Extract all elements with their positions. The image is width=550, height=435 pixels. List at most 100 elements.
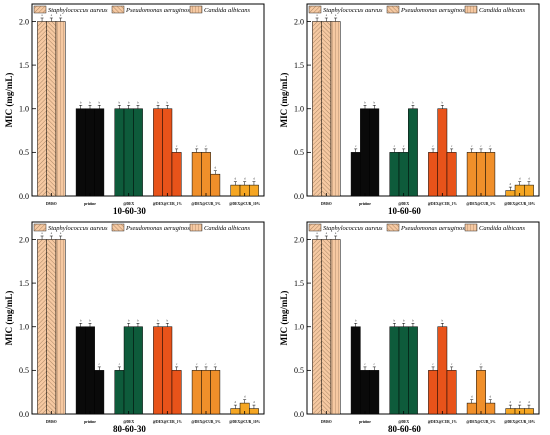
significance-label: d bbox=[510, 401, 512, 404]
y-tick-label: 0.5 bbox=[294, 366, 304, 375]
x-tick-label: @DEX@CUR_1% bbox=[428, 202, 458, 206]
significance-label: a bbox=[41, 14, 43, 17]
significance-label: b bbox=[137, 319, 139, 322]
bar bbox=[94, 370, 105, 415]
bar bbox=[408, 108, 418, 197]
significance-label: c bbox=[374, 363, 376, 366]
significance-label: a bbox=[51, 14, 53, 17]
y-tick-label: 0.0 bbox=[294, 192, 304, 201]
bar bbox=[466, 402, 477, 415]
bar bbox=[446, 370, 457, 415]
legend-label: Pseudomonas aeruginosa bbox=[125, 7, 193, 14]
bar bbox=[249, 408, 259, 415]
bar bbox=[524, 408, 534, 415]
legend-swatch-hatch bbox=[309, 6, 321, 13]
bar bbox=[485, 402, 496, 415]
significance-label: b bbox=[442, 101, 444, 104]
panel-80-60-60: 0.0 0.5 1.0 1.5 2.0 MIC (mg/mL) a a a DMSO b c c pris… bbox=[279, 221, 540, 434]
significance-label: c bbox=[196, 363, 198, 366]
x-tick-label: pristine bbox=[84, 420, 96, 424]
significance-label: d bbox=[235, 401, 237, 404]
significance-label: c bbox=[355, 145, 357, 148]
significance-label: c bbox=[480, 363, 482, 366]
legend-swatch-hatch bbox=[465, 6, 477, 13]
bar bbox=[133, 108, 143, 197]
bar bbox=[153, 326, 163, 415]
x-tick-label: DMSO bbox=[321, 202, 332, 206]
significance-label: b bbox=[412, 319, 414, 322]
bar bbox=[398, 152, 409, 197]
bar bbox=[428, 152, 438, 197]
legend-label: Pseudomonas aeruginosa bbox=[400, 7, 468, 14]
significance-label: b bbox=[119, 101, 121, 104]
legend-label: Staphylococcus aureus bbox=[323, 225, 383, 232]
significance-label: a bbox=[51, 232, 53, 235]
bar bbox=[230, 408, 241, 415]
significance-label: b bbox=[99, 101, 101, 104]
legend-swatch-hatch bbox=[309, 224, 321, 231]
bar bbox=[350, 152, 361, 197]
significance-label: b bbox=[128, 101, 130, 104]
y-tick-label: 0.0 bbox=[294, 410, 304, 419]
x-tick-label: @DEX bbox=[123, 420, 134, 424]
significance-label: b bbox=[89, 101, 91, 104]
y-tick-label: 1.0 bbox=[19, 105, 29, 114]
y-tick-label: 1.0 bbox=[19, 323, 29, 332]
bar bbox=[133, 326, 143, 415]
bar-hatch bbox=[46, 21, 56, 197]
x-tick-label: @DEX@CUR_5% bbox=[466, 202, 496, 206]
significance-label: b bbox=[355, 319, 357, 322]
significance-label: a bbox=[335, 14, 337, 17]
plot-frame bbox=[31, 221, 265, 415]
bar bbox=[123, 108, 134, 197]
bar bbox=[94, 108, 105, 197]
legend-swatch-hatch bbox=[387, 6, 399, 13]
y-tick-label: 2.0 bbox=[19, 235, 29, 244]
significance-label: b bbox=[89, 319, 91, 322]
significance-label: d bbox=[528, 178, 530, 181]
bar bbox=[437, 108, 448, 197]
significance-label: b bbox=[157, 101, 159, 104]
bar bbox=[505, 190, 516, 197]
legend-swatch-hatch bbox=[34, 6, 46, 13]
bar bbox=[75, 326, 86, 415]
significance-label: b bbox=[128, 319, 130, 322]
x-tick-label: @DEX@CUR_1% bbox=[153, 420, 183, 424]
bar bbox=[408, 326, 418, 415]
y-tick-label: 1.0 bbox=[294, 105, 304, 114]
x-tick-label: @DEX bbox=[398, 202, 409, 206]
significance-label: c bbox=[119, 363, 121, 366]
bar bbox=[524, 184, 534, 197]
bar bbox=[114, 370, 125, 415]
x-tick-label: @DEX@CUR_10% bbox=[229, 202, 260, 206]
bar bbox=[153, 108, 163, 197]
y-tick-label: 2.0 bbox=[294, 17, 304, 26]
significance-label: d bbox=[471, 396, 473, 399]
y-tick-label: 1.5 bbox=[294, 61, 304, 70]
bar bbox=[437, 326, 448, 415]
bar bbox=[210, 173, 221, 197]
y-axis-label: MIC (mg/mL) bbox=[279, 291, 289, 346]
bar bbox=[85, 326, 95, 415]
significance-label: b bbox=[137, 101, 139, 104]
bar bbox=[171, 152, 182, 197]
bar bbox=[249, 184, 259, 197]
significance-label: a bbox=[326, 232, 328, 235]
bar bbox=[369, 108, 380, 197]
y-tick-label: 0.5 bbox=[294, 148, 304, 157]
y-tick-label: 0.5 bbox=[19, 148, 29, 157]
x-tick-label: @DEX bbox=[398, 420, 409, 424]
panel-title: 10-60-30 bbox=[113, 206, 146, 216]
significance-label: a bbox=[335, 232, 337, 235]
y-tick-label: 1.0 bbox=[294, 323, 304, 332]
x-tick-label: @DEX@CUR_10% bbox=[504, 420, 535, 424]
y-axis-label: MIC (mg/mL) bbox=[4, 73, 14, 128]
bar bbox=[85, 108, 95, 197]
bar bbox=[201, 152, 211, 197]
significance-label: c bbox=[176, 363, 178, 366]
bar-hatch bbox=[312, 21, 322, 197]
bar bbox=[476, 370, 486, 415]
bar-hatch bbox=[330, 239, 341, 414]
legend-swatch-hatch bbox=[190, 6, 202, 13]
